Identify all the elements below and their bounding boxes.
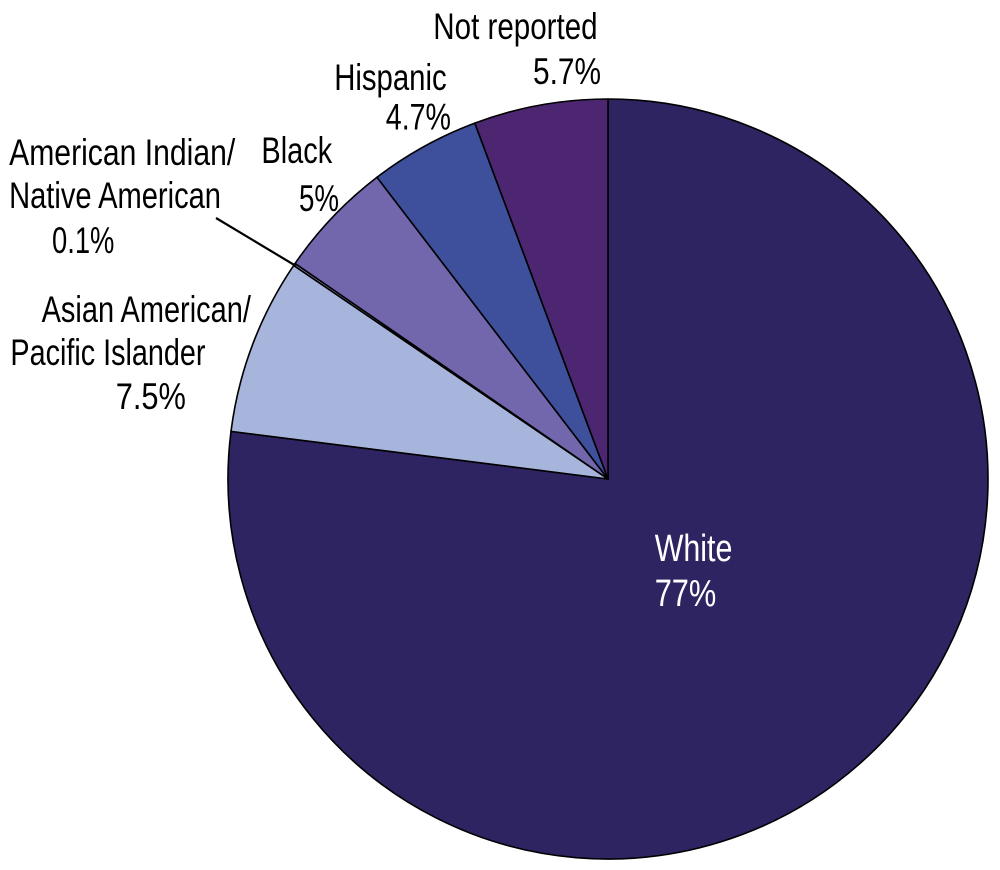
svg-text:Asian American/: Asian American/ [42, 289, 252, 330]
svg-text:7.5%: 7.5% [116, 376, 186, 417]
svg-text:Not reported: Not reported [433, 6, 597, 47]
svg-text:5.7%: 5.7% [533, 51, 601, 92]
svg-text:77%: 77% [655, 573, 717, 615]
svg-text:White: White [655, 528, 733, 570]
svg-text:5%: 5% [299, 178, 339, 219]
svg-text:Native American: Native American [9, 175, 221, 216]
svg-text:4.7%: 4.7% [386, 97, 451, 138]
svg-text:Black: Black [261, 130, 332, 171]
svg-text:American Indian/: American Indian/ [9, 132, 236, 173]
svg-text:Hispanic: Hispanic [334, 57, 447, 98]
svg-text:0.1%: 0.1% [52, 220, 114, 261]
svg-text:Pacific Islander: Pacific Islander [10, 332, 205, 373]
